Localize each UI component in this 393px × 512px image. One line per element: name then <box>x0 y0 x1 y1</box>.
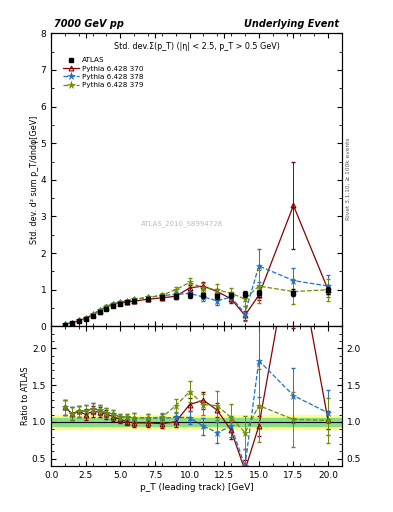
Text: Underlying Event: Underlying Event <box>244 19 339 29</box>
Bar <box>51 415 342 429</box>
Bar <box>51 418 342 425</box>
Y-axis label: Ratio to ATLAS: Ratio to ATLAS <box>22 367 31 425</box>
Text: Std. dev.Σ(p_T) (|η| < 2.5, p_T > 0.5 GeV): Std. dev.Σ(p_T) (|η| < 2.5, p_T > 0.5 Ge… <box>114 42 279 51</box>
X-axis label: p_T (leading track) [GeV]: p_T (leading track) [GeV] <box>140 482 253 492</box>
Text: 7000 GeV pp: 7000 GeV pp <box>54 19 124 29</box>
Text: Rivet 3.1.10, ≥ 100k events: Rivet 3.1.10, ≥ 100k events <box>346 138 351 221</box>
Text: ATLAS_2010_S8994728: ATLAS_2010_S8994728 <box>141 220 223 227</box>
Y-axis label: Std. dev. d² sum p_T/dndφ[GeV]: Std. dev. d² sum p_T/dndφ[GeV] <box>30 116 39 244</box>
Legend: ATLAS, Pythia 6.428 370, Pythia 6.428 378, Pythia 6.428 379: ATLAS, Pythia 6.428 370, Pythia 6.428 37… <box>61 54 147 91</box>
